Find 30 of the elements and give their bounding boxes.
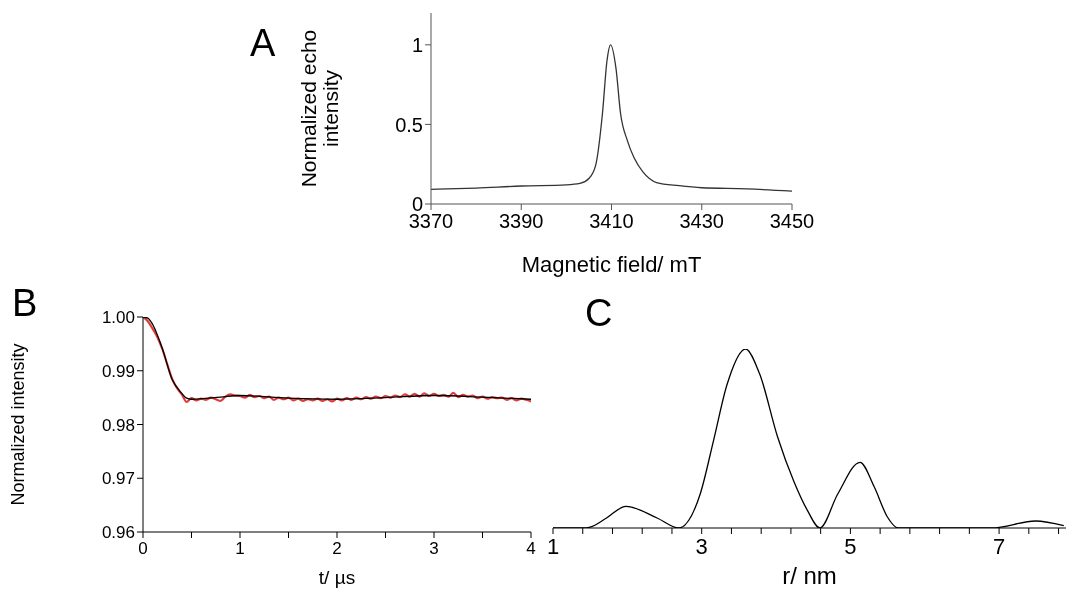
x-tick-label: 3450 <box>769 210 815 233</box>
x-tick-label: 3410 <box>589 210 634 233</box>
x-tick-label: 3 <box>429 539 439 559</box>
y-tick-label: 0.97 <box>101 469 135 489</box>
y-tick-label: 0.96 <box>101 523 135 543</box>
x-axis-title: Magnetic field/ mT <box>521 252 702 277</box>
chart-title: B <box>12 282 38 324</box>
chart-title: A <box>250 22 276 64</box>
y-tick-label: 0.99 <box>101 361 135 381</box>
y-axis-title: Normalized intensity <box>8 343 28 506</box>
y-tick-label: 1.00 <box>101 308 135 328</box>
y-tick-label: 0.98 <box>101 415 135 435</box>
chart-title: C <box>585 292 613 334</box>
x-tick-label: 5 <box>844 533 857 559</box>
y-tick-label: 0.5 <box>395 113 423 136</box>
x-tick-label: 1 <box>235 539 245 559</box>
line-series <box>431 44 792 192</box>
x-tick-label: 1 <box>546 533 560 559</box>
x-tick-label: 3390 <box>499 210 544 233</box>
x-axis-title: r/ nm <box>782 562 837 589</box>
x-tick-label: 4 <box>526 539 536 559</box>
x-tick-label: 0 <box>138 539 148 559</box>
x-tick-label: 7 <box>992 533 1006 559</box>
y-tick-label: 1 <box>411 33 423 56</box>
x-tick-label: 3 <box>695 533 708 559</box>
x-axis-title: t/ µs <box>318 567 356 588</box>
y-axis-title: Normalized echo intensity <box>297 29 343 188</box>
x-tick-label: 3370 <box>408 210 454 233</box>
x-tick-label: 3430 <box>679 210 724 233</box>
x-tick-label: 2 <box>332 539 342 559</box>
